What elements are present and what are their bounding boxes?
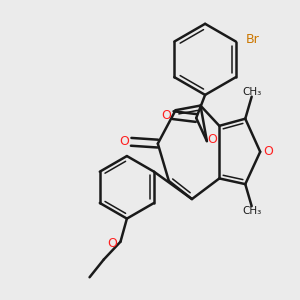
Text: O: O <box>108 237 118 250</box>
Text: O: O <box>119 135 129 148</box>
Text: CH₃: CH₃ <box>243 206 262 216</box>
Text: O: O <box>207 133 217 146</box>
Text: CH₃: CH₃ <box>243 87 262 97</box>
Text: O: O <box>263 145 273 158</box>
Text: O: O <box>161 109 171 122</box>
Text: Br: Br <box>246 33 260 46</box>
